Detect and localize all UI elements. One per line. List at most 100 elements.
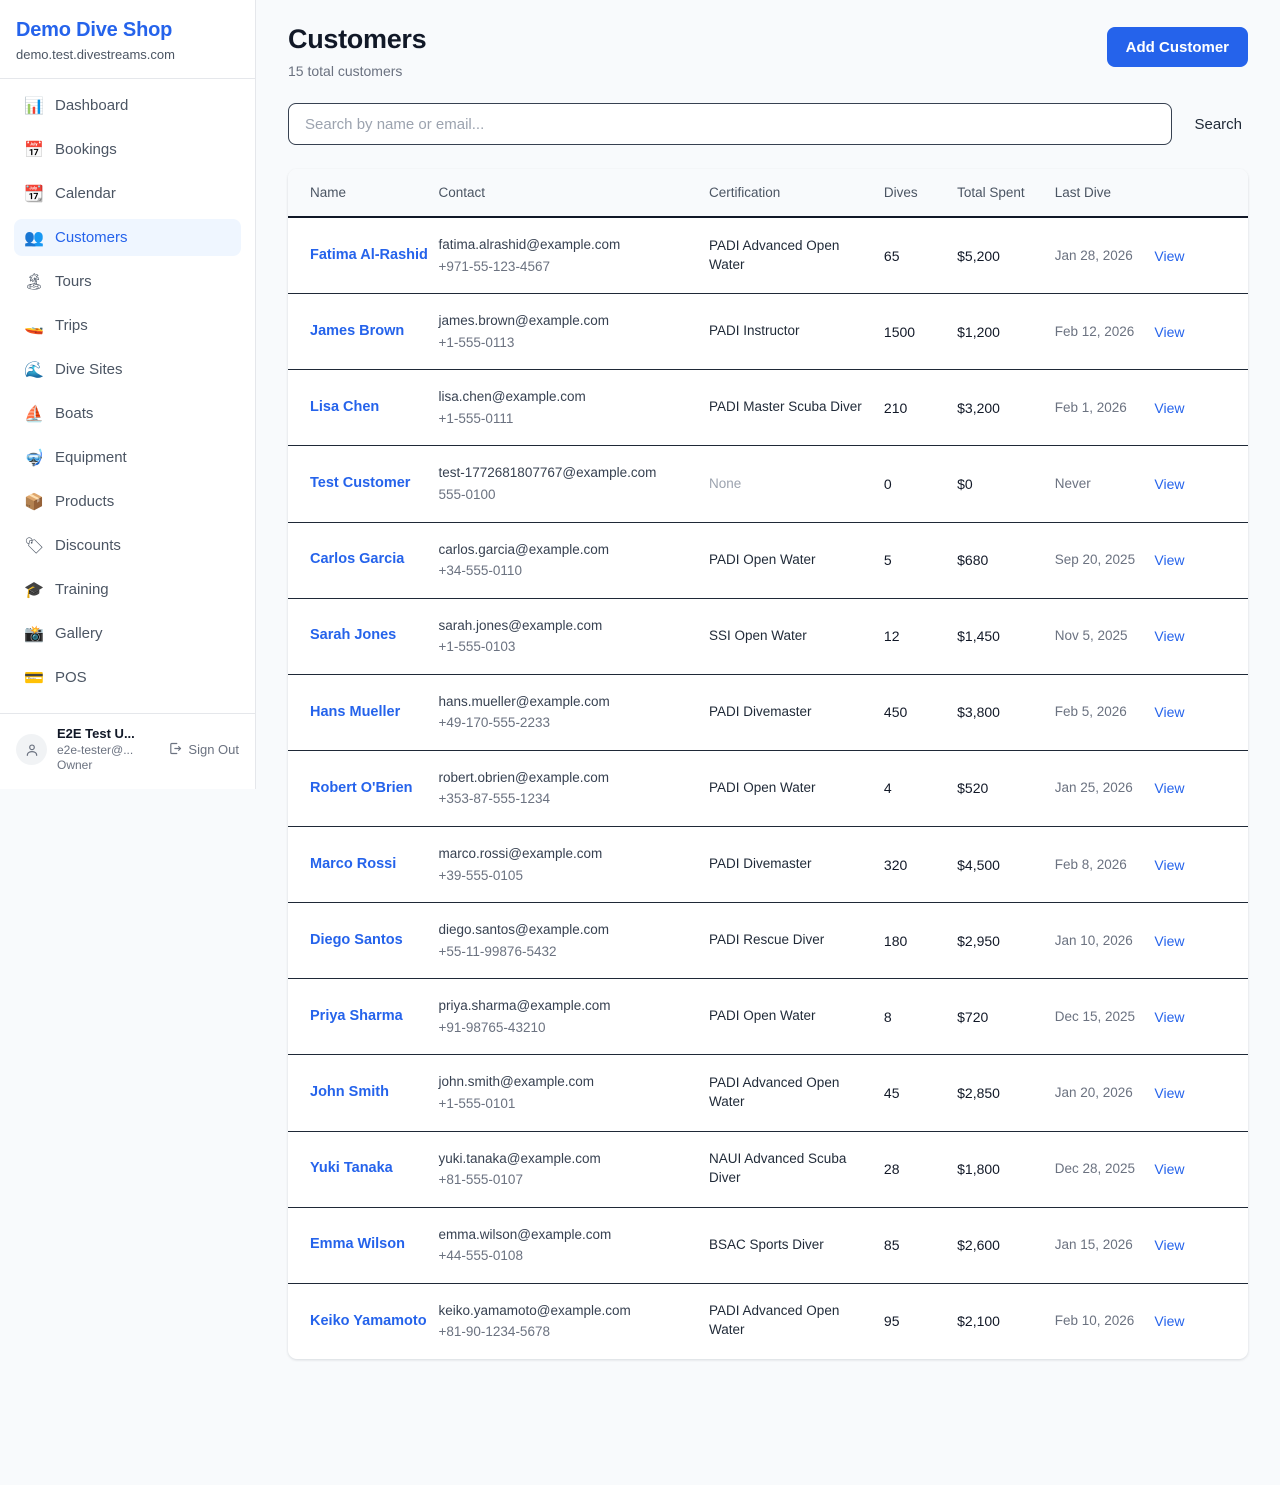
customer-name-link[interactable]: Marco Rossi <box>310 855 397 872</box>
view-customer-link[interactable]: View <box>1154 1008 1185 1025</box>
sidebar-item-tours[interactable]: 🏝 Tours <box>14 263 241 300</box>
customer-name-link[interactable]: Keiko Yamamoto <box>310 1312 427 1329</box>
sidebar-item-label: Bookings <box>55 141 117 158</box>
certification-value: PADI Open Water <box>709 1008 816 1024</box>
column-header-actions <box>1154 169 1248 219</box>
cell-total-spent: $1,800 <box>957 1131 1055 1208</box>
sidebar-item-label: Boats <box>55 405 94 422</box>
sidebar-item-label: Training <box>55 581 109 598</box>
sidebar-item-training[interactable]: 🎓 Training <box>14 571 241 608</box>
cell-total-spent: $2,100 <box>957 1313 1000 1330</box>
customer-name-link[interactable]: James Brown <box>310 322 405 339</box>
cell-actions: View <box>1154 978 1248 1056</box>
cell-certification: None <box>709 445 884 523</box>
view-customer-link[interactable]: View <box>1154 1084 1185 1101</box>
view-customer-link[interactable]: View <box>1154 856 1185 873</box>
customer-email: robert.obrien@example.com <box>438 769 610 785</box>
sidebar-item-dashboard[interactable]: 📊 Dashboard <box>14 87 241 124</box>
customer-email: carlos.garcia@example.com <box>438 541 610 557</box>
customer-name-link[interactable]: Fatima Al-Rashid <box>310 246 428 263</box>
customer-phone: +39-555-0105 <box>438 867 523 883</box>
cell-contact: diego.santos@example.com +55-11-99876-543… <box>438 902 709 980</box>
sidebar-item-gallery[interactable]: 📸 Gallery <box>14 615 241 652</box>
sidebar-item-pos[interactable]: 💳 POS <box>14 659 241 696</box>
certification-value: PADI Advanced Open Water <box>709 1075 840 1109</box>
tag-icon: 🏷 <box>24 535 45 555</box>
sidebar-item-equipment[interactable]: 🤿 Equipment <box>14 439 241 476</box>
customer-name-link[interactable]: Test Customer <box>310 475 411 492</box>
sidebar-item-bookings[interactable]: 📅 Bookings <box>14 131 241 168</box>
customer-name-link[interactable]: Carlos Garcia <box>310 551 405 568</box>
sidebar-item-label: Discounts <box>55 537 121 554</box>
customer-name-link[interactable]: Robert O'Brien <box>310 779 413 796</box>
certification-value: PADI Divemaster <box>709 856 812 872</box>
graduation-cap-icon: 🎓 <box>24 579 44 599</box>
last-dive-value: Jan 20, 2026 <box>1054 1084 1133 1100</box>
cell-actions: View <box>1154 522 1248 599</box>
wave-icon: 🌊 <box>24 359 44 379</box>
cell-name: Marco Rossi <box>288 826 439 904</box>
cell-total-spent: $3,800 <box>957 674 1055 751</box>
sidebar-item-boats[interactable]: ⛵ Boats <box>14 395 241 432</box>
customer-name-link[interactable]: John Smith <box>310 1084 389 1101</box>
view-customer-link[interactable]: View <box>1154 1237 1185 1254</box>
view-customer-link[interactable]: View <box>1154 1161 1185 1178</box>
view-customer-link[interactable]: View <box>1154 399 1185 416</box>
sidebar-item-trips[interactable]: 🚤 Trips <box>14 307 241 344</box>
cell-total-spent: $0 <box>957 445 1055 523</box>
customer-name-link[interactable]: Diego Santos <box>310 931 403 948</box>
customer-name-link[interactable]: Priya Sharma <box>310 1008 403 1025</box>
sidebar-item-calendar[interactable]: 📆 Calendar <box>14 175 241 212</box>
user-name: E2E Test U... <box>57 726 135 741</box>
cell-name: Robert O'Brien <box>288 750 439 828</box>
cell-certification: BSAC Sports Diver <box>709 1207 884 1284</box>
table-body: Fatima Al-Rashid fatima.alrashid@example.… <box>288 217 1248 1359</box>
certification-value: PADI Advanced Open Water <box>709 1303 840 1338</box>
view-customer-link[interactable]: View <box>1154 932 1185 949</box>
certification-value: PADI Rescue Diver <box>709 932 825 948</box>
sign-out-button[interactable]: Sign Out <box>168 741 239 759</box>
customer-email: hans.mueller@example.com <box>438 693 610 709</box>
search-button[interactable]: Search <box>1188 116 1248 133</box>
customer-name-link[interactable]: Emma Wilson <box>310 1236 405 1253</box>
sidebar-item-label: Dive Sites <box>55 361 123 378</box>
table-row: James Brown james.brown@example.com +1-555… <box>288 293 1248 371</box>
cell-last-dive: Feb 5, 2026 <box>1054 674 1155 751</box>
search-input[interactable] <box>288 103 1173 146</box>
sidebar-item-label: Products <box>55 493 115 510</box>
view-customer-link[interactable]: View <box>1154 628 1185 645</box>
sidebar-item-dive-sites[interactable]: 🌊 Dive Sites <box>14 351 241 388</box>
view-customer-link[interactable]: View <box>1154 247 1185 264</box>
view-customer-link[interactable]: View <box>1154 780 1185 797</box>
column-header-contact: Contact <box>438 169 709 219</box>
cell-dives: 65 <box>883 217 958 295</box>
cell-name: Priya Sharma <box>288 978 439 1056</box>
customer-name-link[interactable]: Yuki Tanaka <box>310 1160 393 1177</box>
add-customer-button[interactable]: Add Customer <box>1106 27 1248 67</box>
sidebar-item-label: Calendar <box>55 185 116 202</box>
table-row: John Smith john.smith@example.com +1-555-0… <box>288 1054 1248 1132</box>
camera-flash-icon: 📸 <box>24 623 44 643</box>
last-dive-value: Never <box>1054 475 1091 491</box>
view-customer-link[interactable]: View <box>1154 323 1185 340</box>
sidebar-item-discounts[interactable]: 🏷 Discounts <box>14 527 241 564</box>
cell-name: Emma Wilson <box>288 1207 439 1284</box>
view-customer-link[interactable]: View <box>1154 704 1185 721</box>
view-customer-link[interactable]: View <box>1154 475 1185 492</box>
customer-name-link[interactable]: Lisa Chen <box>310 399 380 416</box>
cell-certification: PADI Divemaster <box>709 674 884 751</box>
cell-name: Carlos Garcia <box>288 522 439 599</box>
customer-name-link[interactable]: Hans Mueller <box>310 703 401 720</box>
cell-last-dive: Jan 20, 2026 <box>1054 1054 1155 1132</box>
certification-value: PADI Open Water <box>709 551 816 567</box>
cell-dives: 85 <box>883 1207 958 1284</box>
customer-email: keiko.yamamoto@example.com <box>438 1302 631 1318</box>
sidebar-item-products[interactable]: 📦 Products <box>14 483 241 520</box>
cell-name: Diego Santos <box>288 902 439 980</box>
sidebar-item-customers[interactable]: 👥 Customers <box>14 219 241 256</box>
view-customer-link[interactable]: View <box>1154 1313 1185 1330</box>
view-customer-link[interactable]: View <box>1154 552 1185 569</box>
sidebar-item-label: Equipment <box>55 449 127 466</box>
cell-last-dive: Feb 12, 2026 <box>1054 293 1155 371</box>
customer-name-link[interactable]: Sarah Jones <box>310 627 397 644</box>
